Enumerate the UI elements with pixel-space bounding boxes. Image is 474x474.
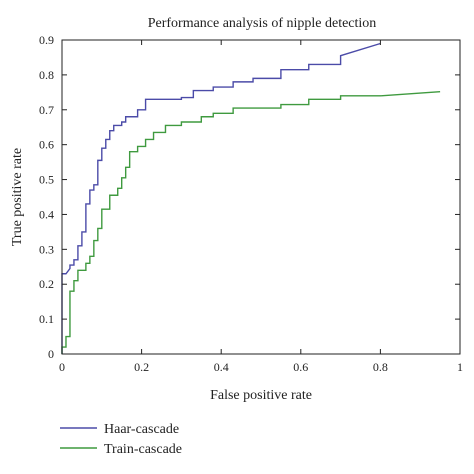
x-tick-label: 0.4 xyxy=(214,360,229,374)
series-line-train-cascade xyxy=(61,90,441,354)
y-tick-label: 0 xyxy=(48,347,54,361)
plot-area xyxy=(61,39,461,355)
y-axis-label: True positive rate xyxy=(10,148,25,246)
legend-label-haar-cascade: Haar-cascade xyxy=(104,422,179,437)
y-tick-label: 0.7 xyxy=(39,103,54,117)
x-tick-label: 0.2 xyxy=(134,360,149,374)
y-axis: 0 0.1 0.2 0.3 0.4 0.5 0.6 0.7 0.8 0.9 xyxy=(39,33,460,361)
x-tick-label: 1 xyxy=(457,360,463,374)
y-tick-label: 0.3 xyxy=(39,242,54,256)
y-tick-label: 0.1 xyxy=(39,312,54,326)
legend: Haar-cascade Train-cascade xyxy=(60,422,182,457)
series-line-haar-cascade xyxy=(61,42,381,354)
series-group xyxy=(61,42,441,354)
y-tick-label: 0.2 xyxy=(39,277,54,291)
y-tick-label: 0.6 xyxy=(39,138,54,152)
y-tick-label: 0.5 xyxy=(39,173,54,187)
y-tick-label: 0.4 xyxy=(39,207,54,221)
plot-frame xyxy=(61,39,461,355)
chart-title: Performance analysis of nipple detection xyxy=(148,16,377,31)
x-axis: 0 0.2 0.4 0.6 0.8 1 xyxy=(59,40,463,374)
x-axis-label: False positive rate xyxy=(210,388,312,403)
x-tick-label: 0 xyxy=(59,360,65,374)
y-tick-label: 0.8 xyxy=(39,68,54,82)
legend-label-train-cascade: Train-cascade xyxy=(104,442,182,457)
y-tick-label: 0.9 xyxy=(39,33,54,47)
x-tick-label: 0.6 xyxy=(293,360,308,374)
x-tick-label: 0.8 xyxy=(373,360,388,374)
